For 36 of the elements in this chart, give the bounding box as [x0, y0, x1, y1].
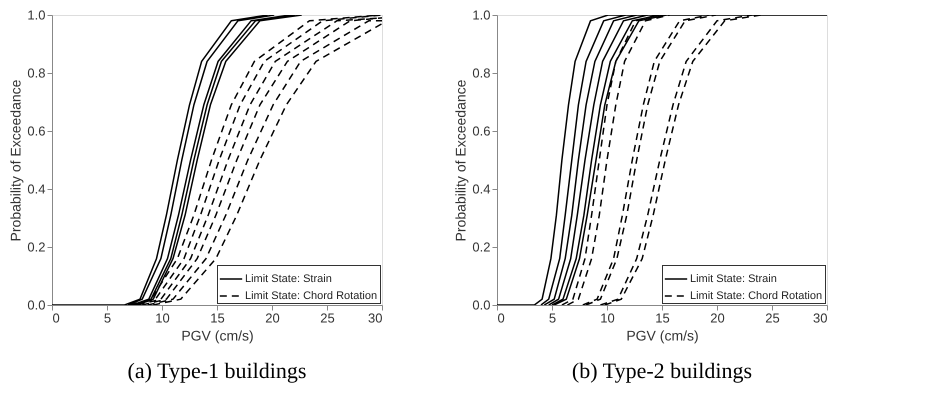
- x-tick-label: 0: [52, 310, 60, 326]
- y-tick-label: 0.4: [27, 182, 46, 196]
- x-tick-label: 5: [548, 310, 556, 326]
- legend-label: Limit State: Strain: [245, 273, 332, 285]
- x-tick-label: 20: [710, 310, 725, 326]
- y-tick-label: 0.8: [472, 66, 490, 80]
- x-axis-title: PGV (cm/s): [626, 328, 699, 344]
- x-tick-label: 5: [104, 310, 112, 326]
- y-tick-label: 0.0: [472, 298, 490, 312]
- legend-label: Limit State: Chord Rotation: [245, 290, 378, 302]
- x-tick-label: 30: [368, 310, 382, 326]
- x-tick-label: 15: [655, 310, 670, 326]
- legend-label: Limit State: Strain: [690, 273, 777, 285]
- y-tick-label: 0.2: [472, 240, 490, 254]
- y-tick-label: 0.6: [27, 124, 46, 138]
- y-tick-label: 0.0: [27, 298, 46, 312]
- y-axis-title: Probability of Exceedance: [452, 79, 468, 242]
- x-tick-label: 15: [210, 310, 225, 326]
- text: (b) Type-2 buildings: [572, 358, 752, 383]
- x-tick-label: 30: [813, 310, 828, 326]
- x-tick-label: 10: [600, 310, 615, 326]
- x-tick-label: 0: [498, 310, 505, 326]
- x-tick-label: 25: [320, 310, 335, 326]
- x-tick-label: 20: [265, 310, 280, 326]
- x-tick-label: 10: [155, 310, 170, 326]
- y-tick-label: 0.2: [27, 240, 46, 254]
- y-tick-label: 1.0: [27, 8, 46, 22]
- text: (a) Type-1 buildings: [128, 358, 306, 383]
- y-axis-title: Probability of Exceedance: [7, 79, 24, 242]
- x-tick-label: 25: [765, 310, 780, 326]
- y-tick-label: 0.8: [27, 66, 46, 80]
- y-tick-label: 1.0: [472, 8, 490, 22]
- y-tick-label: 0.6: [472, 124, 490, 138]
- y-tick-label: 0.4: [472, 182, 490, 196]
- legend-label: Limit State: Chord Rotation: [690, 290, 822, 302]
- x-axis-title: PGV (cm/s): [181, 328, 254, 344]
